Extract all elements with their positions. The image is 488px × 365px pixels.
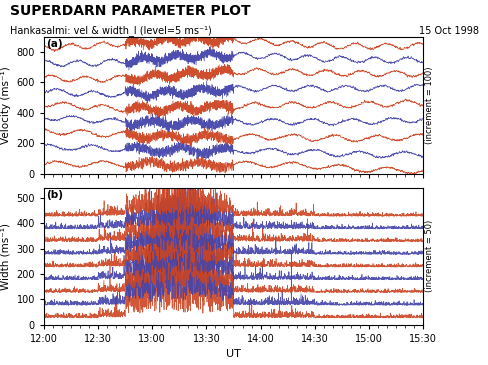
- Text: 15 Oct 1998: 15 Oct 1998: [418, 26, 478, 35]
- X-axis label: UT: UT: [225, 349, 241, 360]
- Text: (increment = 50): (increment = 50): [424, 220, 433, 292]
- Y-axis label: Width (ms⁻¹): Width (ms⁻¹): [1, 223, 11, 290]
- Text: (a): (a): [46, 39, 62, 49]
- Text: (b): (b): [46, 190, 63, 200]
- Y-axis label: Velocity (ms⁻¹): Velocity (ms⁻¹): [1, 66, 11, 144]
- Text: SUPERDARN PARAMETER PLOT: SUPERDARN PARAMETER PLOT: [10, 4, 250, 18]
- Text: Hankasalmi: vel & width_l (level=5 ms⁻¹): Hankasalmi: vel & width_l (level=5 ms⁻¹): [10, 26, 211, 36]
- Text: (increment = 100): (increment = 100): [424, 66, 433, 144]
